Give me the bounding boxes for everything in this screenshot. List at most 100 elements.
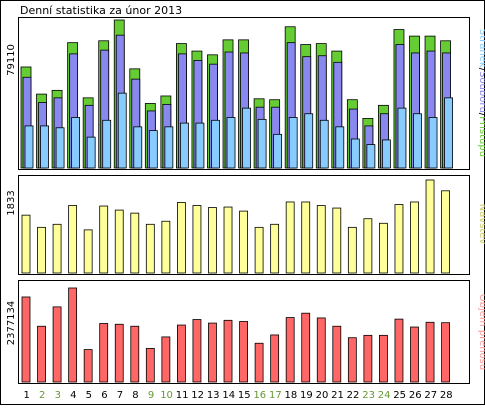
visits-bar-19 xyxy=(301,201,311,274)
day-label-8: 8 xyxy=(132,390,138,401)
pages-bar-9 xyxy=(148,130,158,169)
kbytes-bar-14 xyxy=(223,319,233,383)
visits-bar-9 xyxy=(145,223,155,274)
kbytes-bar-23 xyxy=(363,334,373,383)
pages-bar-17 xyxy=(273,133,283,169)
kbytes-bar-8 xyxy=(130,325,140,383)
visits-bar-1 xyxy=(21,214,31,274)
day-label-24: 24 xyxy=(378,390,391,401)
hits-panel: 79110 Stránek/Souborů/Přístupů xyxy=(6,17,485,170)
kbytes-bar-28 xyxy=(441,322,450,383)
hits-legend-separator-1: / xyxy=(477,113,485,117)
pages-bar-26 xyxy=(413,113,422,169)
kbytes-bar-20 xyxy=(316,317,326,383)
pages-bar-10 xyxy=(164,126,174,169)
day-label-26: 26 xyxy=(409,390,422,401)
chart-title: Denní statistika za únor 2013 xyxy=(20,4,182,17)
pages-bar-7 xyxy=(117,92,127,169)
pages-bar-15 xyxy=(242,107,251,169)
day-label-14: 14 xyxy=(222,390,235,401)
visits-bar-22 xyxy=(347,226,357,274)
kbytes-panel: 2377134 Objem přenosu xyxy=(6,280,485,384)
hits-legend-word-1: Souborů xyxy=(477,71,485,113)
kbytes-bar-6 xyxy=(99,323,109,383)
day-label-28: 28 xyxy=(440,390,453,401)
kbytes-bar-18 xyxy=(285,317,295,383)
visits-bar-18 xyxy=(285,201,295,274)
visits-bar-23 xyxy=(363,218,373,274)
pages-bar-24 xyxy=(382,139,391,169)
visits-legend: Návštěv xyxy=(477,204,485,245)
day-label-7: 7 xyxy=(117,390,123,401)
visits-bar-17 xyxy=(270,223,280,274)
visits-panel-frame xyxy=(18,175,470,275)
visits-bar-28 xyxy=(441,190,450,274)
visits-bar-14 xyxy=(223,206,233,274)
day-label-6: 6 xyxy=(101,390,107,401)
kbytes-bar-10 xyxy=(161,336,171,383)
kbytes-bar-22 xyxy=(347,337,357,383)
visits-bar-21 xyxy=(332,207,342,274)
hits-bars xyxy=(20,19,453,169)
kbytes-bar-26 xyxy=(410,326,419,383)
hits-legend-word-0: Stránek xyxy=(477,29,485,68)
day-label-16: 16 xyxy=(253,390,266,401)
kbytes-bar-13 xyxy=(208,322,217,383)
visits-bar-13 xyxy=(208,207,217,274)
pages-bar-23 xyxy=(366,144,376,169)
pages-bar-18 xyxy=(288,117,298,169)
hits-panel-frame xyxy=(18,17,470,170)
day-label-17: 17 xyxy=(269,390,282,401)
kbytes-bar-4 xyxy=(68,287,78,383)
visits-bar-7 xyxy=(114,209,124,274)
visits-bar-24 xyxy=(379,222,388,274)
kbytes-bars xyxy=(21,287,450,383)
day-label-3: 3 xyxy=(55,390,61,401)
pages-bar-4 xyxy=(71,117,81,169)
kbytes-bar-19 xyxy=(301,312,311,383)
day-label-19: 19 xyxy=(300,390,313,401)
pages-bar-12 xyxy=(195,122,205,169)
day-label-11: 11 xyxy=(176,390,189,401)
hits-legend-word-2: Přístupů xyxy=(477,116,485,157)
kbytes-bar-1 xyxy=(21,296,31,383)
visits-bar-10 xyxy=(161,220,171,274)
visits-bars xyxy=(21,179,450,274)
visits-bar-11 xyxy=(176,202,186,274)
day-label-9: 9 xyxy=(148,390,154,401)
day-label-10: 10 xyxy=(160,390,173,401)
kbytes-bar-15 xyxy=(239,321,248,383)
pages-bar-2 xyxy=(40,125,49,169)
hits-legend-separator-0: / xyxy=(477,68,485,72)
pages-bar-14 xyxy=(226,117,236,169)
kbytes-max-label: 2377134 xyxy=(6,301,17,346)
day-label-25: 25 xyxy=(393,390,406,401)
kbytes-bar-25 xyxy=(394,318,404,383)
day-label-1: 1 xyxy=(24,390,30,401)
pages-bar-6 xyxy=(102,119,112,169)
kbytes-bar-11 xyxy=(176,324,186,383)
pages-bar-8 xyxy=(133,126,143,169)
kbytes-bar-16 xyxy=(254,342,264,383)
pages-bar-1 xyxy=(24,125,34,169)
visits-bar-6 xyxy=(99,205,109,274)
kbytes-bar-17 xyxy=(270,334,280,383)
visits-bar-27 xyxy=(425,179,435,274)
visits-bar-16 xyxy=(254,226,264,274)
kbytes-legend: Objem přenosu xyxy=(477,294,485,370)
pages-bar-16 xyxy=(257,118,267,169)
day-label-12: 12 xyxy=(191,390,204,401)
kbytes-bar-2 xyxy=(37,325,46,383)
pages-bar-5 xyxy=(86,136,96,169)
visits-bar-15 xyxy=(239,210,248,274)
kbytes-panel-frame xyxy=(18,280,470,384)
pages-bar-3 xyxy=(55,127,65,169)
pages-bar-11 xyxy=(179,122,189,169)
day-label-20: 20 xyxy=(316,390,329,401)
visits-bar-25 xyxy=(394,204,404,274)
visits-bar-2 xyxy=(37,226,46,274)
day-label-5: 5 xyxy=(86,390,92,401)
day-label-22: 22 xyxy=(347,390,360,401)
